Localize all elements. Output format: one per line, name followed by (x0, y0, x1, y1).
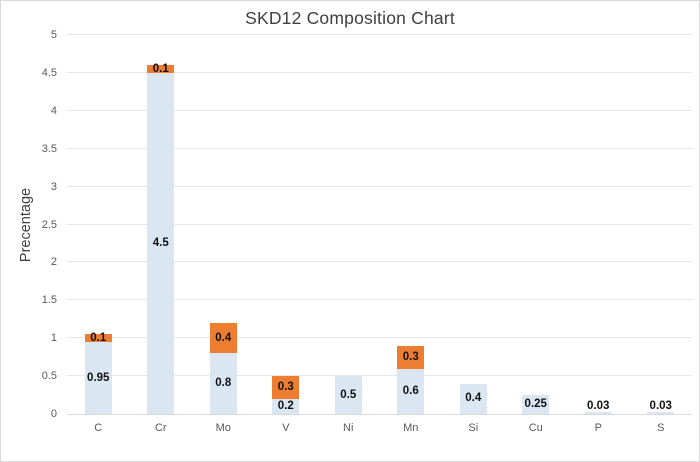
y-tick-label: 2 (50, 256, 57, 269)
chart-title: SKD12 Composition Chart (245, 8, 455, 28)
y-tick-label: 0 (50, 408, 57, 420)
y-tick-label: 4.5 (41, 66, 57, 79)
y-tick-label: 1 (50, 332, 57, 345)
bar-data-label: 0.2 (277, 399, 294, 412)
bar-data-label: 0.03 (649, 399, 672, 412)
bar-data-label: 0.1 (90, 331, 107, 344)
bar-data-label: 0.3 (402, 350, 419, 363)
gridline (67, 147, 692, 149)
x-category-label: Cr (154, 422, 167, 434)
gridline (67, 71, 692, 73)
x-category-label: C (94, 422, 103, 434)
y-tick-label: 3.5 (41, 142, 57, 155)
bar-data-label: 0.25 (524, 398, 547, 411)
gridline (67, 185, 692, 187)
y-tick-label: 2.5 (41, 218, 57, 231)
bar-data-label: 4.5 (152, 236, 169, 249)
plot-area: 0.95 0.1 4.5 0.1 0.8 0.4 0.2 0.3 0.5 0.6 0.3 0.4 0.2… (67, 34, 692, 415)
bar-segment-series-2-C (84, 334, 112, 342)
bar-segment-series-1-Cu (522, 395, 550, 414)
bar-segment-series-1-S (647, 411, 675, 414)
bar-segment-series-2-Cr (147, 65, 175, 73)
x-category-label: S (657, 422, 665, 434)
bar-data-label: 0.6 (402, 384, 419, 397)
y-tick-label: 1.5 (41, 294, 57, 307)
bar-data-label: 0.4 (215, 331, 232, 344)
bar-data-label: 0.8 (215, 377, 232, 390)
x-category-label: Ni (343, 422, 354, 434)
y-tick-label: 4 (50, 104, 57, 117)
bar-segment-series-1-P (584, 411, 612, 414)
bar-segment-series-1-Si (459, 383, 487, 414)
gridline (67, 261, 692, 263)
x-category-label: Si (468, 422, 479, 434)
gridline (67, 337, 692, 339)
gridline (67, 109, 692, 111)
bar-segment-series-2-V (272, 376, 300, 399)
bar-data-label: 0.5 (340, 388, 357, 401)
bar-segment-series-2-Mo (209, 323, 237, 354)
bar-segment-series-1-V (272, 398, 300, 414)
bar-data-label: 0.95 (87, 371, 110, 384)
bar-data-label: 0.1 (152, 62, 169, 75)
bar-data-label: 0.03 (587, 399, 610, 412)
x-category-label: Mn (403, 422, 419, 434)
bar-segment-series-1-Mn (397, 368, 425, 414)
bar-data-label: 0.3 (277, 380, 294, 393)
bar-data-label: 0.4 (465, 392, 482, 405)
gridline (67, 223, 692, 225)
x-category-label: P (594, 422, 602, 434)
y-tick-label: 0.5 (41, 370, 57, 383)
bar-segment-series-1-Ni (334, 376, 362, 414)
x-category-label: Mo (215, 422, 231, 434)
gridline (67, 34, 692, 35)
x-category-label: Cu (528, 422, 543, 434)
bar-segment-series-2-Mn (397, 345, 425, 369)
bar-segment-series-1-C (84, 342, 112, 414)
bar-segment-series-1-Cr (147, 72, 175, 414)
gridline (67, 375, 692, 377)
y-tick-label: 3 (50, 180, 57, 193)
x-category-label: V (282, 422, 290, 434)
gridline (67, 299, 692, 301)
bar-segment-series-1-Mo (209, 353, 237, 414)
y-tick-label: 5 (50, 29, 57, 41)
